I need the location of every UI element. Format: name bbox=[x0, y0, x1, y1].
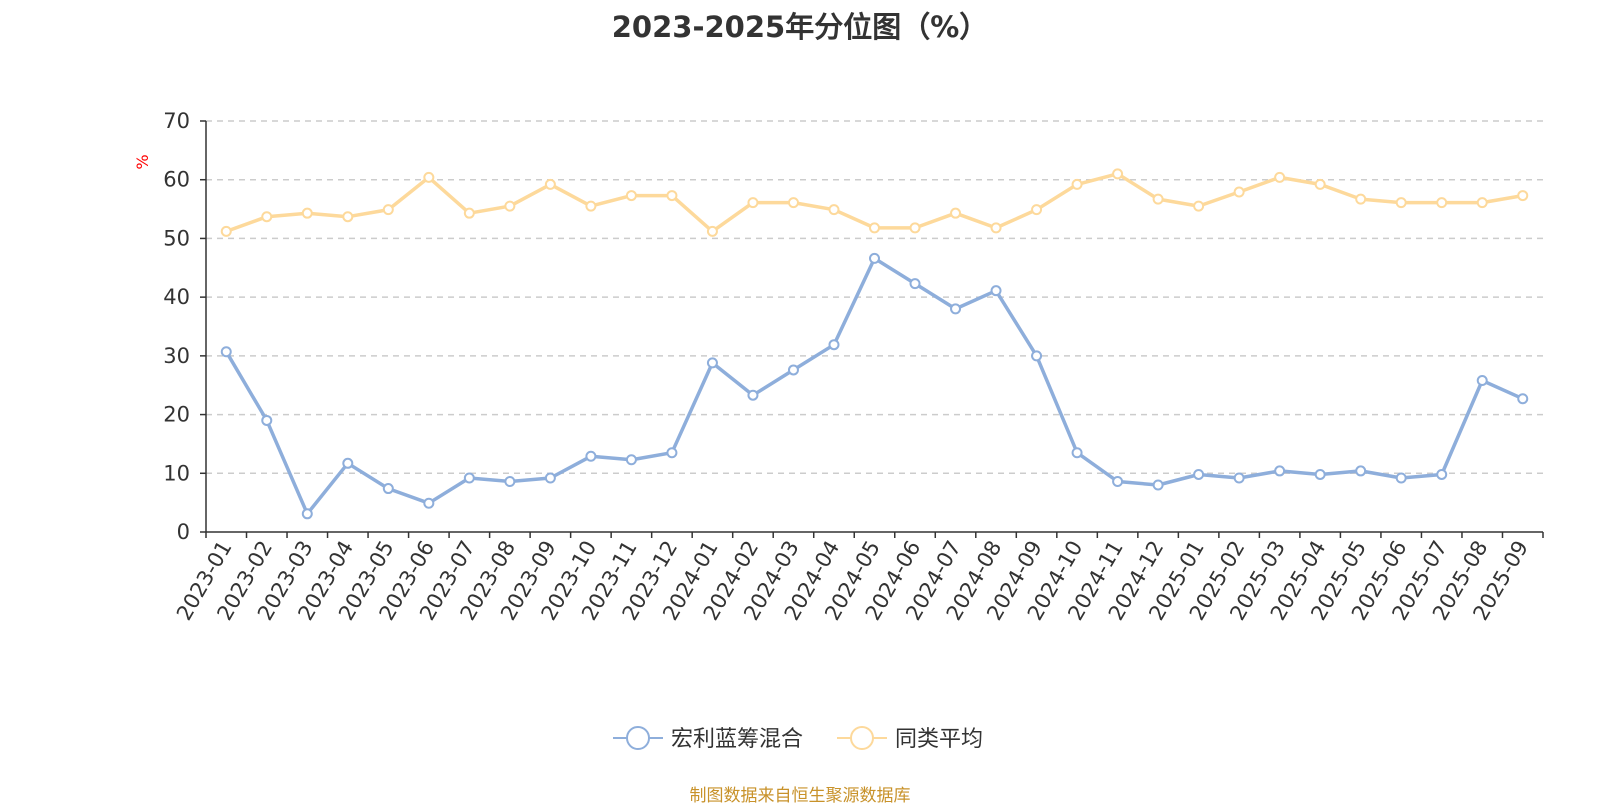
data-point bbox=[828, 204, 840, 216]
data-point bbox=[1071, 447, 1083, 459]
gridlines bbox=[206, 120, 1543, 475]
data-point bbox=[990, 285, 1002, 297]
data-point bbox=[869, 222, 880, 234]
data-point bbox=[261, 211, 273, 223]
y-tick-label: 70 bbox=[163, 109, 190, 133]
y-tick-label: 60 bbox=[163, 168, 190, 192]
data-point bbox=[706, 225, 718, 237]
data-point bbox=[504, 476, 516, 488]
series-1 bbox=[220, 252, 1529, 520]
source-note: 制图数据来自恒生聚源数据库 bbox=[689, 786, 911, 806]
data-point bbox=[1152, 193, 1164, 205]
data-point bbox=[828, 339, 840, 351]
data-point bbox=[1112, 168, 1124, 180]
data-point bbox=[787, 364, 799, 376]
data-point bbox=[1233, 472, 1245, 484]
data-point bbox=[1476, 375, 1488, 387]
data-point bbox=[1314, 468, 1326, 480]
data-point bbox=[706, 357, 718, 369]
y-tick-label: 50 bbox=[163, 226, 190, 250]
data-point bbox=[220, 346, 232, 358]
data-point bbox=[1395, 197, 1407, 209]
data-point bbox=[423, 497, 435, 509]
data-point bbox=[747, 197, 759, 209]
data-point bbox=[544, 178, 556, 190]
data-point bbox=[301, 207, 313, 219]
data-point bbox=[1395, 472, 1407, 484]
data-point bbox=[787, 197, 799, 209]
data-point bbox=[301, 508, 313, 520]
data-point bbox=[1355, 193, 1367, 205]
data-point bbox=[382, 204, 394, 216]
chart-title: 2023-2025年分位图（%） bbox=[611, 10, 989, 44]
data-point bbox=[625, 454, 637, 466]
data-point bbox=[1193, 468, 1205, 480]
data-point bbox=[463, 472, 475, 484]
data-point bbox=[1517, 190, 1529, 202]
data-point bbox=[950, 207, 962, 219]
legend-label: 同类平均 bbox=[895, 727, 983, 752]
legend: 宏利蓝筹混合 同类平均 bbox=[613, 726, 983, 752]
y-tick-label: 30 bbox=[163, 344, 190, 368]
data-point bbox=[1031, 204, 1043, 216]
y-tick-label: 10 bbox=[163, 461, 190, 485]
data-point bbox=[342, 457, 354, 469]
data-point bbox=[1355, 465, 1367, 477]
legend-item-2: 同类平均 bbox=[837, 726, 983, 752]
data-point bbox=[747, 389, 759, 401]
data-point bbox=[909, 278, 921, 290]
data-point bbox=[1193, 200, 1205, 212]
data-point bbox=[1476, 197, 1488, 209]
data-point bbox=[463, 207, 475, 219]
data-point bbox=[1314, 178, 1326, 190]
data-point bbox=[1274, 465, 1286, 477]
y-tick-label: 20 bbox=[163, 403, 190, 427]
legend-label: 宏利蓝筹混合 bbox=[671, 727, 803, 752]
data-point bbox=[585, 450, 597, 462]
data-point bbox=[423, 171, 435, 183]
y-tick-label: 0 bbox=[177, 520, 190, 544]
data-point bbox=[1274, 171, 1286, 183]
axes: 010203040506070%2023-012023-022023-03202… bbox=[133, 109, 1544, 624]
data-point bbox=[869, 252, 880, 264]
data-point bbox=[1233, 186, 1245, 198]
data-point bbox=[1436, 197, 1448, 209]
data-point bbox=[1152, 479, 1164, 491]
data-point bbox=[666, 190, 678, 202]
data-point bbox=[909, 222, 921, 234]
data-point bbox=[1517, 393, 1529, 405]
series-lines bbox=[220, 168, 1529, 520]
data-point bbox=[625, 190, 637, 202]
data-point bbox=[261, 414, 273, 426]
legend-item-1: 宏利蓝筹混合 bbox=[613, 726, 803, 752]
data-point bbox=[1031, 350, 1043, 362]
series-2 bbox=[220, 168, 1529, 237]
data-point bbox=[544, 472, 556, 484]
data-point bbox=[382, 483, 394, 495]
y-axis-label: % bbox=[133, 154, 152, 169]
data-point bbox=[504, 200, 516, 212]
data-point bbox=[220, 225, 232, 237]
data-point bbox=[990, 222, 1002, 234]
data-point bbox=[1112, 476, 1124, 488]
data-point bbox=[342, 211, 354, 223]
data-point bbox=[1071, 178, 1083, 190]
data-point bbox=[1436, 468, 1448, 480]
y-tick-label: 40 bbox=[163, 285, 190, 309]
data-point bbox=[666, 447, 678, 459]
data-point bbox=[585, 200, 597, 212]
legend-marker bbox=[626, 726, 650, 750]
data-point bbox=[950, 303, 962, 315]
legend-marker bbox=[850, 726, 874, 750]
